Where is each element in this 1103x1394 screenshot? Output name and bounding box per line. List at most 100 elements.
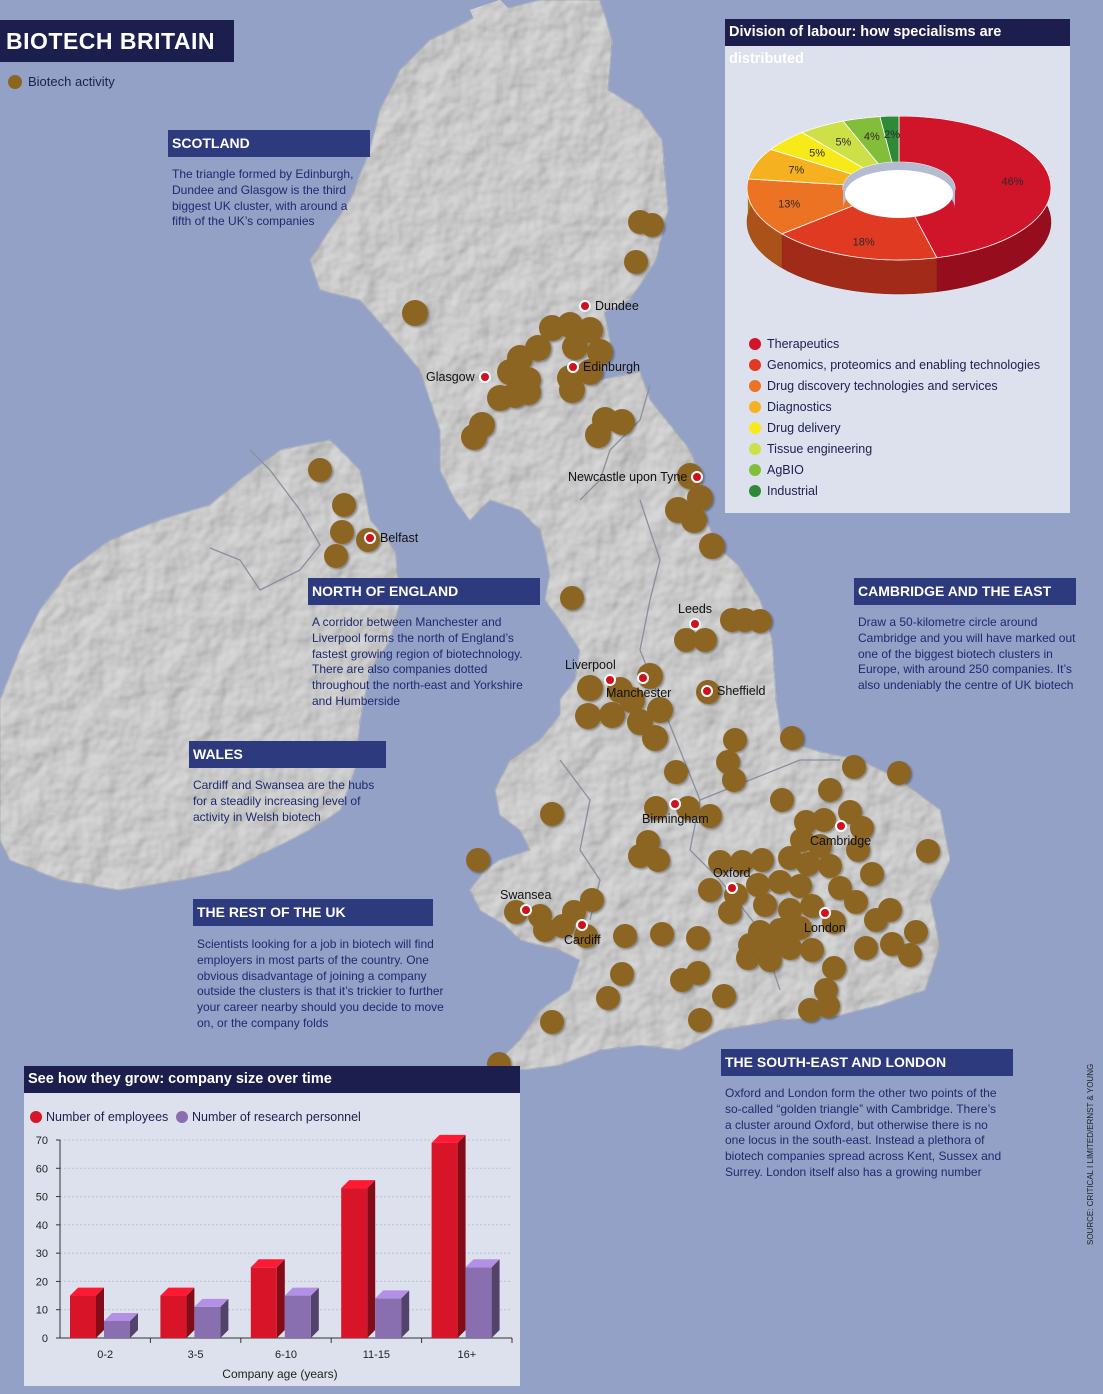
city-oxford: Oxford bbox=[713, 866, 751, 894]
city-marker-icon bbox=[603, 674, 616, 686]
bar-research-16+ bbox=[465, 1259, 500, 1338]
section-southeast-text: Oxford and London form the other two poi… bbox=[725, 1086, 1002, 1179]
bar-legend-employees: Number of employees bbox=[30, 1110, 168, 1124]
pie-panel: Division of labour: how specialisms are … bbox=[725, 19, 1070, 513]
bar-research-3-5 bbox=[194, 1298, 229, 1338]
pie-value-label: 4% bbox=[864, 131, 880, 143]
pie-legend-dot-icon bbox=[749, 422, 761, 434]
source-credit: SOURCE: CRITICAL I LIMITED/ERNST & YOUNG bbox=[1086, 1063, 1095, 1245]
section-cambridge-title: CAMBRIDGE AND THE EAST bbox=[854, 578, 1076, 605]
pie-value-label: 5% bbox=[835, 137, 851, 149]
section-southeast-title: THE SOUTH-EAST AND LONDON bbox=[721, 1049, 1013, 1076]
pie-value-label: 7% bbox=[788, 165, 804, 177]
pie-legend-item: Genomics, proteomics and enabling techno… bbox=[749, 358, 1040, 372]
city-marker-icon bbox=[576, 919, 589, 931]
city-marker-icon bbox=[364, 532, 376, 544]
pie-panel-title: Division of labour: how specialisms are … bbox=[725, 19, 1070, 67]
pie-legend-item: Diagnostics bbox=[749, 400, 832, 414]
pie-legend-dot-icon bbox=[749, 401, 761, 413]
pie-legend-label: AgBIO bbox=[767, 463, 804, 477]
city-glasgow: Glasgow bbox=[426, 370, 491, 384]
bar-legend-research: Number of research personnel bbox=[176, 1110, 361, 1124]
bar-employees-6-10 bbox=[250, 1259, 285, 1338]
city-sheffield: Sheffield bbox=[701, 684, 765, 698]
x-tick-label: 3-5 bbox=[188, 1349, 204, 1361]
pie-hole bbox=[845, 170, 953, 218]
x-axis-label: Company age (years) bbox=[222, 1367, 337, 1381]
city-marker-icon bbox=[834, 820, 847, 832]
bar-research-6-10 bbox=[284, 1287, 319, 1338]
bar-chart: 0 10 20 30 40 50 60 70 0-2 3-5 6-10 11-15 16+ Company… bbox=[36, 1134, 513, 1381]
y-tick-label: 60 bbox=[36, 1163, 48, 1175]
biotech-activity-dots bbox=[308, 210, 940, 1076]
city-edinburgh: Edinburgh bbox=[567, 360, 640, 374]
pie-legend-label: Genomics, proteomics and enabling techno… bbox=[767, 358, 1041, 372]
section-rest-text: Scientists looking for a job in biotech … bbox=[197, 937, 444, 1030]
section-wales-text: Cardiff and Swansea are the hubs for a s… bbox=[193, 778, 375, 824]
city-cambridge: Cambridge bbox=[810, 820, 871, 848]
city-manchester: Manchester bbox=[606, 672, 671, 700]
x-tick-label: 0-2 bbox=[97, 1349, 113, 1361]
pie-value-label: 46% bbox=[1001, 176, 1023, 188]
section-wales-title: WALES bbox=[189, 741, 386, 768]
bar-employees-0-2 bbox=[70, 1287, 104, 1338]
pie-legend-item: Drug delivery bbox=[749, 421, 841, 435]
islands bbox=[330, 0, 520, 285]
pie-value-label: 5% bbox=[809, 147, 825, 159]
x-tick-label: 11-15 bbox=[363, 1349, 390, 1361]
pie-legend-dot-icon bbox=[749, 464, 761, 476]
bar-employees-3-5 bbox=[160, 1287, 195, 1338]
city-london: London bbox=[804, 907, 846, 935]
section-north-title: NORTH OF ENGLAND bbox=[308, 578, 540, 605]
pie-legend-item: Tissue engineering bbox=[749, 442, 872, 456]
city-leeds: Leeds bbox=[678, 602, 712, 630]
city-belfast: Belfast bbox=[364, 531, 418, 545]
pie-value-label: 13% bbox=[778, 199, 800, 211]
y-tick-label: 30 bbox=[36, 1248, 48, 1260]
city-marker-icon bbox=[691, 471, 704, 483]
city-dundee: Dundee bbox=[579, 299, 639, 313]
section-north-text: A corridor between Manchester and Liverp… bbox=[312, 615, 523, 708]
section-cambridge-text: Draw a 50-kilometre circle around Cambri… bbox=[858, 615, 1076, 693]
city-liverpool: Liverpool bbox=[565, 658, 616, 686]
ireland-land bbox=[0, 439, 401, 891]
y-tick-label: 50 bbox=[36, 1192, 48, 1204]
bar-employees-16+ bbox=[431, 1134, 466, 1338]
section-rest-title: THE REST OF THE UK bbox=[193, 899, 433, 926]
bar-research-11-15 bbox=[375, 1290, 410, 1338]
x-tick-label: 6-10 bbox=[275, 1349, 297, 1361]
pie-legend-label: Therapeutics bbox=[767, 337, 840, 351]
city-marker-icon bbox=[701, 685, 713, 697]
pie-legend-item: Drug discovery technologies and services bbox=[749, 379, 998, 393]
pie-legend-label: Tissue engineering bbox=[767, 442, 873, 456]
bar-employees-11-15 bbox=[341, 1180, 376, 1338]
pie-legend-dot-icon bbox=[749, 443, 761, 455]
pie-legend-label: Diagnostics bbox=[767, 400, 832, 414]
city-marker-icon bbox=[519, 904, 532, 916]
pie-legend-dot-icon bbox=[749, 485, 761, 497]
pie-legend-label: Drug delivery bbox=[767, 421, 841, 435]
pie-value-label: 2% bbox=[884, 129, 900, 141]
page-title: BIOTECH BRITAIN bbox=[0, 20, 234, 62]
pie-legend-label: Industrial bbox=[767, 484, 818, 498]
city-marker-icon bbox=[579, 300, 591, 312]
y-tick-label: 10 bbox=[36, 1305, 48, 1317]
pie-legend-dot-icon bbox=[749, 380, 761, 392]
pie-value-label: 18% bbox=[853, 237, 875, 249]
section-scotland-title: SCOTLAND bbox=[168, 130, 370, 157]
bar-panel: See how they grow: company size over tim… bbox=[24, 1066, 520, 1386]
city-marker-icon bbox=[725, 882, 738, 894]
research-dot-icon bbox=[176, 1111, 188, 1123]
city-birmingham: Birmingham bbox=[642, 798, 709, 826]
pie-legend-label: Drug discovery technologies and services bbox=[767, 379, 998, 393]
pie-legend-item: AgBIO bbox=[749, 463, 804, 477]
pie-legend-dot-icon bbox=[749, 359, 761, 371]
city-swansea: Swansea bbox=[500, 888, 551, 916]
map-legend: Biotech activity bbox=[8, 74, 115, 89]
city-marker-icon bbox=[636, 672, 649, 684]
y-tick-label: 40 bbox=[36, 1220, 48, 1232]
y-tick-label: 20 bbox=[36, 1276, 48, 1288]
city-marker-icon bbox=[818, 907, 831, 919]
